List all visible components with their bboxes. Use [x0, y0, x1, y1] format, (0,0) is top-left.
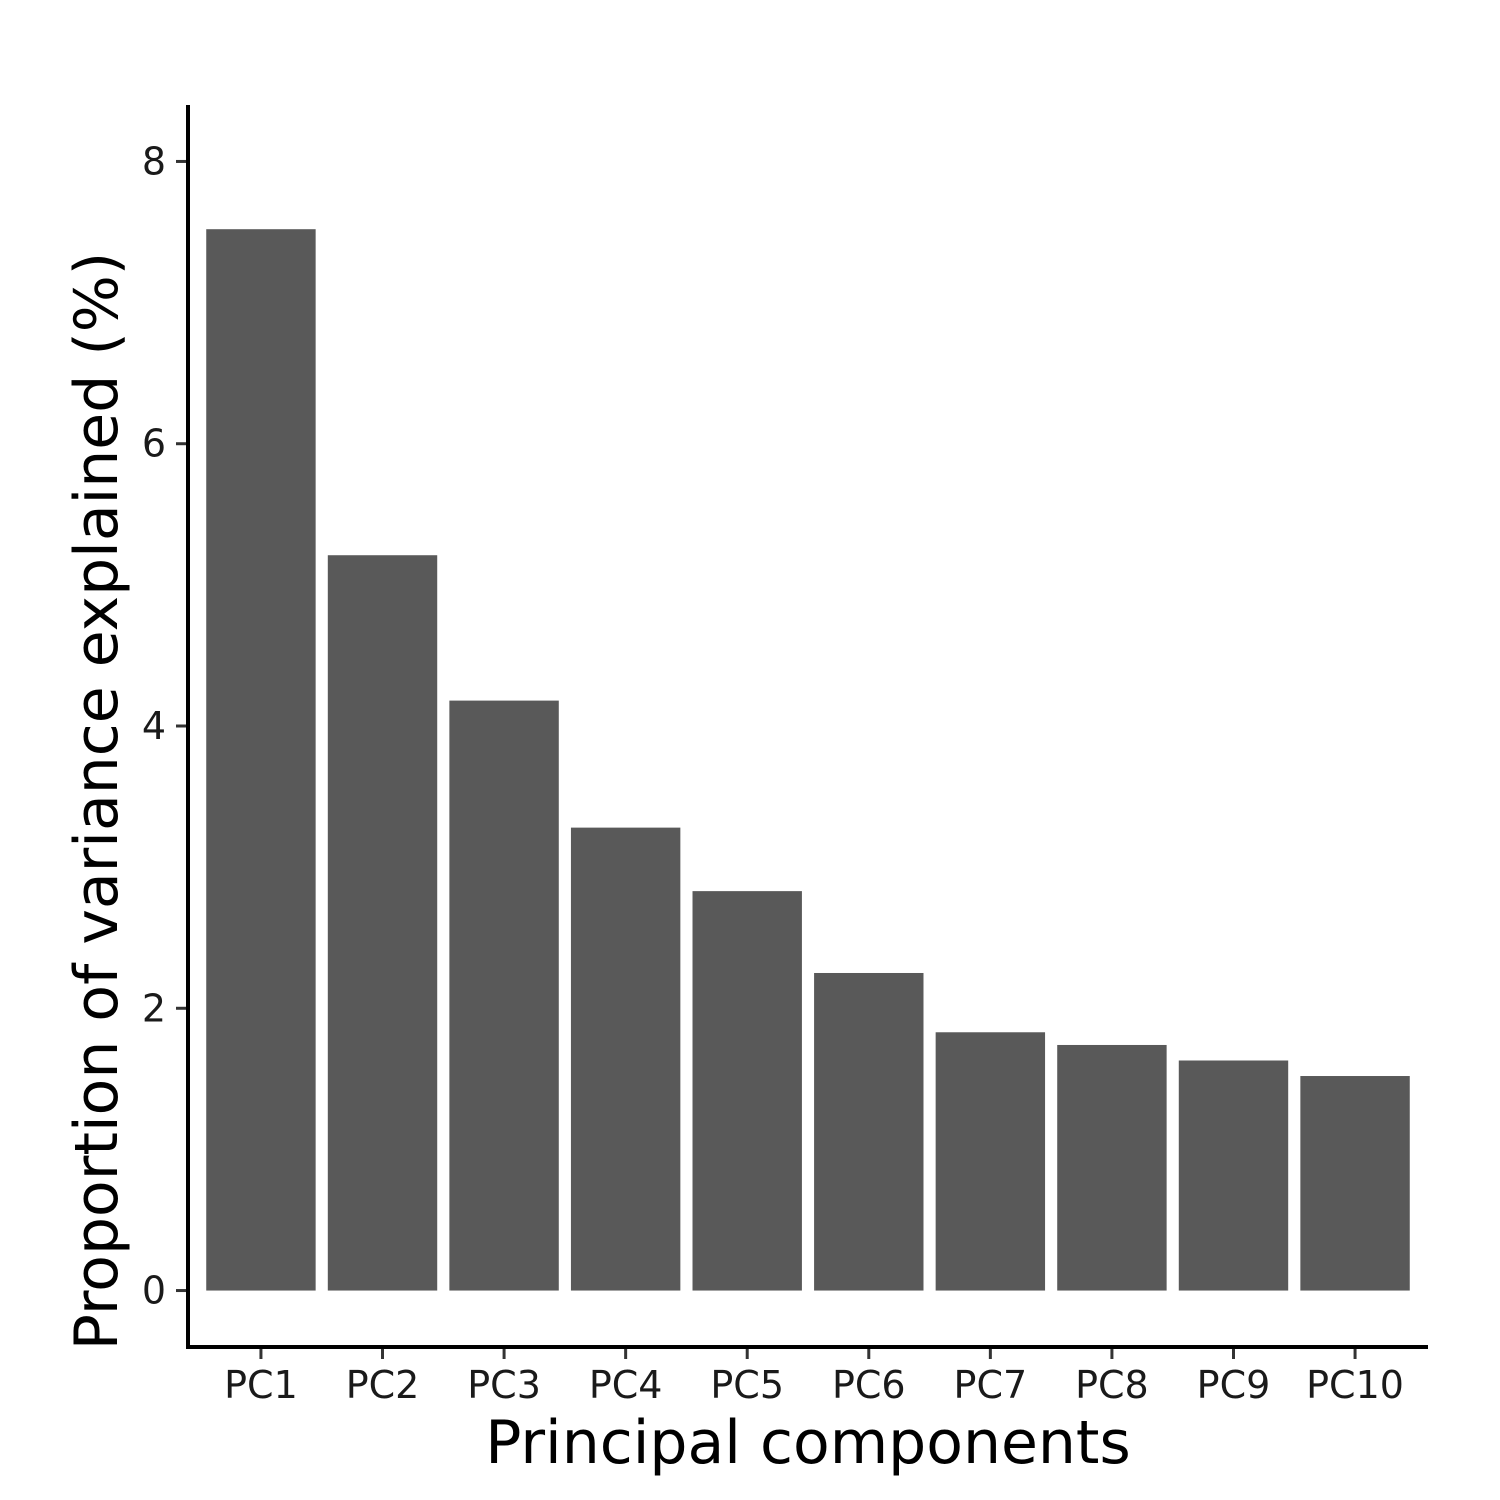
y-tick-label: 4: [142, 704, 166, 748]
x-tick-label: PC4: [589, 1363, 663, 1407]
bar-pc3: [449, 700, 559, 1291]
x-axis-ticks: PC1 PC2 PC3 PC4 PC5 PC6 PC7 PC8 PC9 PC10: [224, 1347, 1404, 1407]
x-tick-label: PC2: [346, 1363, 420, 1407]
y-axis-ticks: 0 2 4 6 8: [142, 139, 188, 1313]
bar-pc2: [327, 555, 438, 1291]
bar-pc5: [692, 891, 802, 1291]
x-tick-label: PC5: [710, 1363, 784, 1407]
bar-pc4: [570, 827, 681, 1291]
bar-pc1: [206, 229, 316, 1291]
x-tick-label: PC8: [1075, 1363, 1149, 1407]
x-tick-label: PC1: [224, 1363, 298, 1407]
y-tick-label: 6: [142, 422, 166, 466]
y-tick-label: 2: [142, 986, 166, 1030]
bar-pc6: [814, 972, 924, 1291]
x-tick-label: PC3: [467, 1363, 541, 1407]
bar-pc10: [1300, 1076, 1410, 1291]
bars-group: [206, 229, 1410, 1291]
x-tick-label: PC10: [1306, 1363, 1404, 1407]
bar-pc8: [1057, 1044, 1167, 1291]
x-tick-label: PC9: [1197, 1363, 1271, 1407]
x-tick-label: PC7: [954, 1363, 1028, 1407]
y-tick-label: 0: [142, 1269, 166, 1313]
x-axis-title: Principal components: [485, 1408, 1130, 1478]
x-tick-label: PC6: [832, 1363, 906, 1407]
bar-pc7: [935, 1032, 1046, 1291]
bar-pc9: [1178, 1060, 1289, 1291]
y-axis-title: Proportion of variance explained (%): [62, 252, 132, 1350]
y-tick-label: 8: [142, 139, 166, 183]
